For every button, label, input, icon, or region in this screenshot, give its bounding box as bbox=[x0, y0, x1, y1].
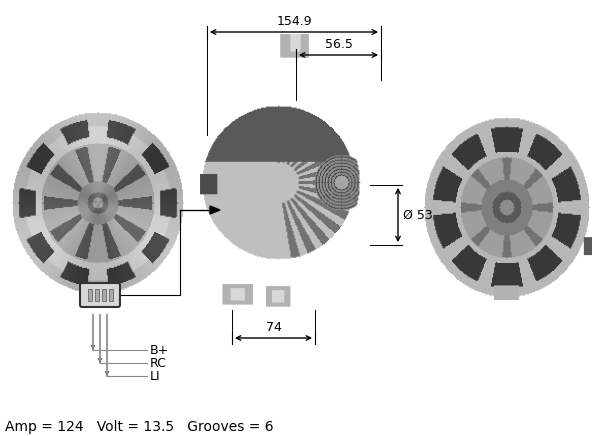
Bar bbox=[88, 289, 92, 301]
Text: B+: B+ bbox=[150, 344, 170, 357]
Text: 56.5: 56.5 bbox=[325, 38, 352, 51]
Bar bbox=[102, 289, 106, 301]
Text: RC: RC bbox=[150, 357, 167, 369]
Text: Amp = 124   Volt = 13.5   Grooves = 6: Amp = 124 Volt = 13.5 Grooves = 6 bbox=[5, 420, 274, 434]
Bar bbox=[109, 289, 113, 301]
Text: Ø 53: Ø 53 bbox=[403, 208, 432, 221]
FancyBboxPatch shape bbox=[80, 283, 120, 307]
Text: 74: 74 bbox=[265, 321, 282, 334]
Bar bbox=[95, 289, 99, 301]
Polygon shape bbox=[210, 206, 220, 214]
Text: LI: LI bbox=[150, 369, 161, 382]
Text: 154.9: 154.9 bbox=[276, 15, 312, 28]
